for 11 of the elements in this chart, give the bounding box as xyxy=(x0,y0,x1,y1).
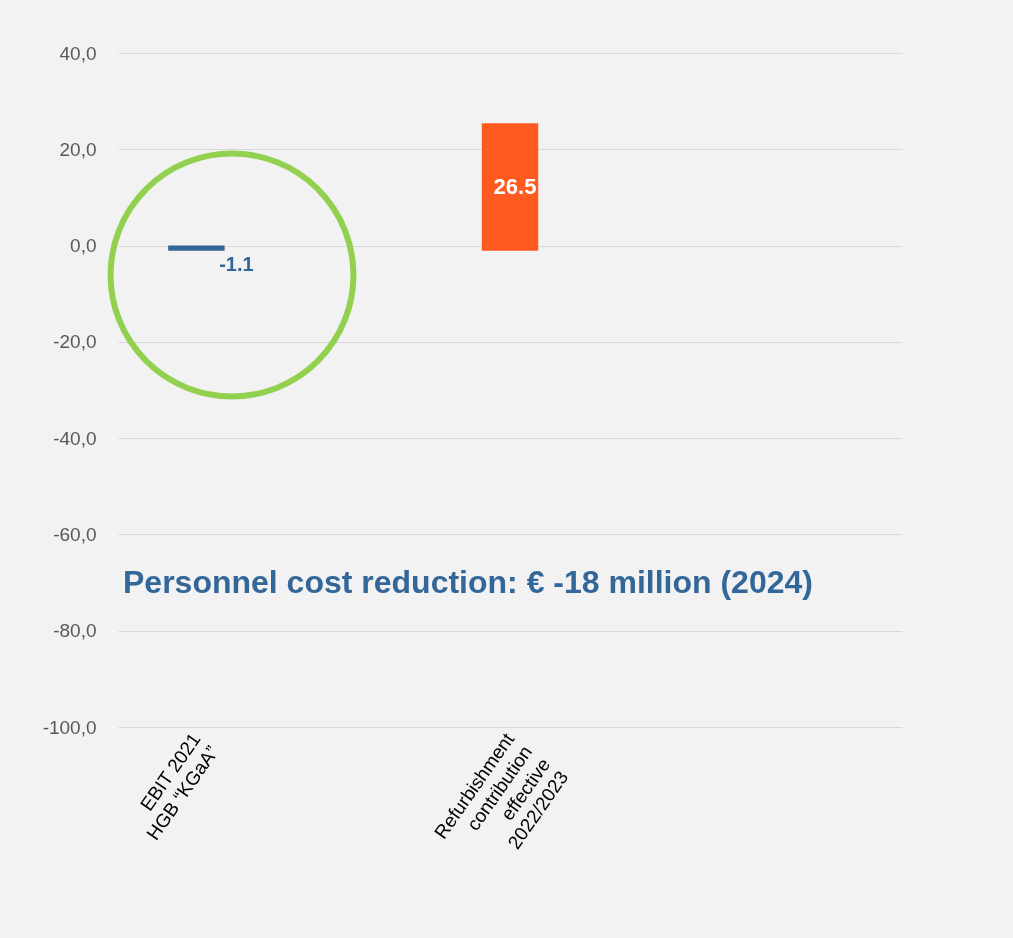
y-tick-label: 40,0 xyxy=(59,42,97,64)
y-tick-label: 0,0 xyxy=(70,235,97,257)
data-label: 26.5 xyxy=(493,174,537,200)
annotation: Personnel cost reduction: € -18 million (2024) xyxy=(123,564,813,600)
y-tick-label: -80,0 xyxy=(53,620,97,642)
y-tick-label: -20,0 xyxy=(53,331,97,353)
y-tick-label: -40,0 xyxy=(53,427,97,449)
data-label: -1.1 xyxy=(219,252,254,275)
y-tick-label: -60,0 xyxy=(53,523,97,545)
y-tick-label: -100,0 xyxy=(42,716,97,738)
y-tick-label: 20,0 xyxy=(59,138,97,160)
